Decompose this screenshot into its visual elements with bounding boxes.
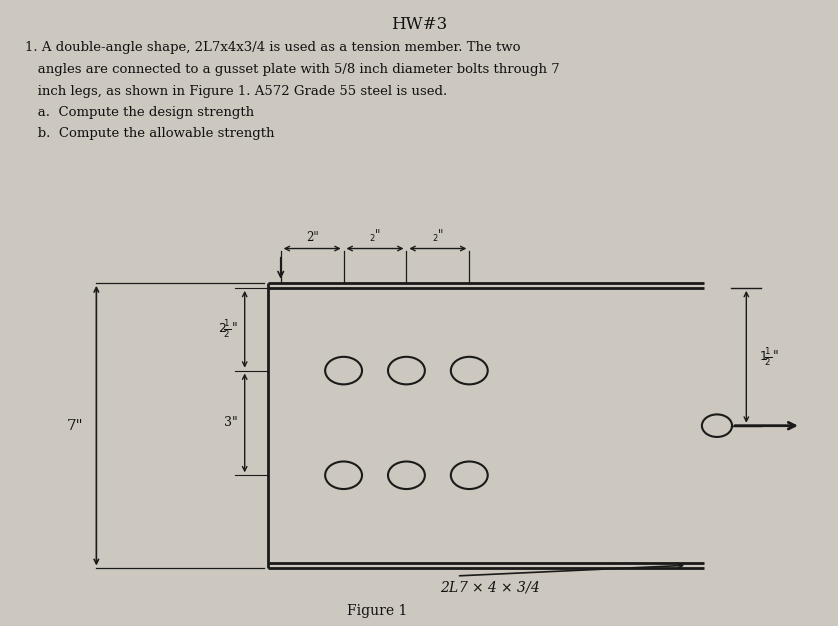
Text: $1\!\frac{1}{2}$": $1\!\frac{1}{2}$" [759,346,779,367]
Text: Figure 1: Figure 1 [347,604,407,618]
Text: 7": 7" [67,419,84,433]
Text: 1. A double-angle shape, 2L7x4x3/4 is used as a tension member. The two: 1. A double-angle shape, 2L7x4x3/4 is us… [25,41,520,54]
Text: 2": 2" [306,230,318,244]
Text: $_{2}$": $_{2}$" [432,227,444,244]
Text: 2L7 $\times$ 4 $\times$ 3/4: 2L7 $\times$ 4 $\times$ 3/4 [440,579,541,595]
Text: angles are connected to a gusset plate with 5/8 inch diameter bolts through 7: angles are connected to a gusset plate w… [25,63,560,76]
Text: $2\!\frac{1}{2}$": $2\!\frac{1}{2}$" [219,319,238,340]
Text: a.  Compute the design strength: a. Compute the design strength [25,106,254,120]
Text: HW#3: HW#3 [391,16,447,33]
Text: inch legs, as shown in Figure 1. A572 Grade 55 steel is used.: inch legs, as shown in Figure 1. A572 Gr… [25,85,447,98]
Text: $_{2}$": $_{2}$" [369,227,381,244]
Text: b.  Compute the allowable strength: b. Compute the allowable strength [25,127,275,140]
Text: 3": 3" [225,416,238,429]
